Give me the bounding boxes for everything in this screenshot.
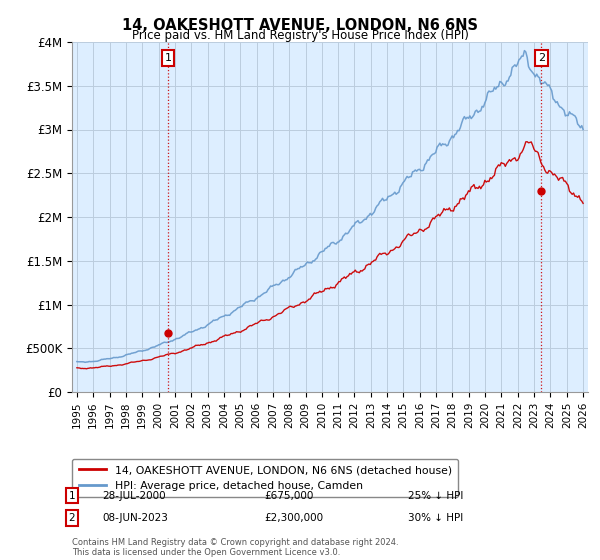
Text: £675,000: £675,000 (264, 491, 313, 501)
Text: 30% ↓ HPI: 30% ↓ HPI (408, 513, 463, 523)
Text: Price paid vs. HM Land Registry's House Price Index (HPI): Price paid vs. HM Land Registry's House … (131, 29, 469, 42)
Text: 14, OAKESHOTT AVENUE, LONDON, N6 6NS: 14, OAKESHOTT AVENUE, LONDON, N6 6NS (122, 18, 478, 33)
Text: 2: 2 (538, 53, 545, 63)
Text: 2: 2 (68, 513, 76, 523)
Text: 28-JUL-2000: 28-JUL-2000 (102, 491, 166, 501)
Text: 1: 1 (164, 53, 172, 63)
Text: Contains HM Land Registry data © Crown copyright and database right 2024.: Contains HM Land Registry data © Crown c… (72, 538, 398, 547)
Text: 1: 1 (68, 491, 76, 501)
Text: £2,300,000: £2,300,000 (264, 513, 323, 523)
Legend: 14, OAKESHOTT AVENUE, LONDON, N6 6NS (detached house), HPI: Average price, detac: 14, OAKESHOTT AVENUE, LONDON, N6 6NS (de… (72, 459, 458, 497)
Text: This data is licensed under the Open Government Licence v3.0.: This data is licensed under the Open Gov… (72, 548, 340, 557)
Text: 25% ↓ HPI: 25% ↓ HPI (408, 491, 463, 501)
Text: 08-JUN-2023: 08-JUN-2023 (102, 513, 168, 523)
